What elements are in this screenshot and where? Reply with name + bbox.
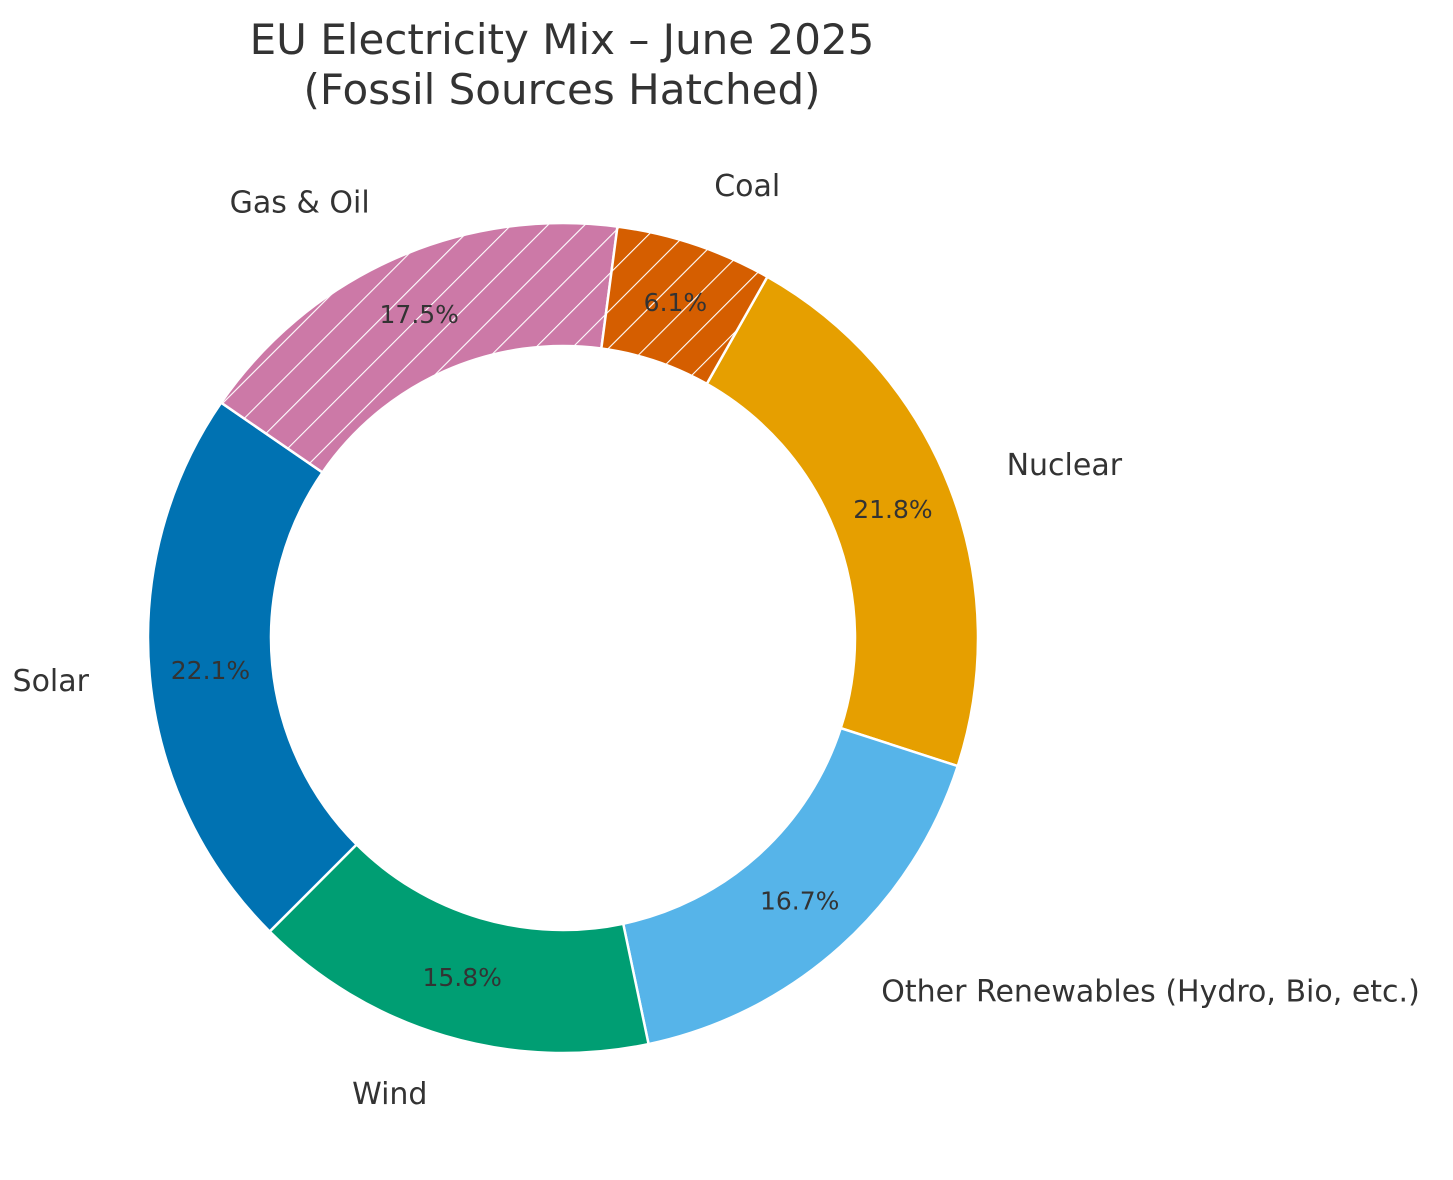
chart-title-line-2: (Fossil Sources Hatched) (303, 65, 820, 114)
slice-hatch-coal (601, 226, 768, 384)
slice-nuclear (705, 275, 980, 768)
pct-label-other-renewables-hydro-bio-etc: 16.7% (760, 887, 839, 916)
pct-label-wind: 15.8% (423, 963, 502, 992)
slice-solar (146, 400, 359, 934)
pct-label-coal: 6.1% (644, 288, 708, 317)
slices-layer (146, 221, 980, 1055)
pct-label-nuclear: 21.8% (853, 495, 932, 524)
slice-label-nuclear: Nuclear (1007, 448, 1123, 483)
pct-label-solar: 22.1% (171, 656, 250, 685)
slice-label-other-renewables-hydro-bio-etc: Other Renewables (Hydro, Bio, etc.) (881, 974, 1420, 1009)
slice-label-coal: Coal (714, 169, 780, 204)
labels-layer: 21.8% Nuclear 16.7% Other Renewables (Hydro… (13, 169, 1420, 1112)
chart-title: EU Electricity Mix – June 2025 (Fossil S… (250, 15, 875, 114)
slice-label-wind: Wind (352, 1077, 427, 1112)
slice-label-solar: Solar (13, 664, 90, 699)
chart-title-line-1: EU Electricity Mix – June 2025 (250, 15, 875, 64)
pct-label-gas-oil: 17.5% (380, 300, 459, 329)
slice-label-gas-oil: Gas & Oil (230, 186, 370, 221)
slice-hatch-gas-oil (221, 222, 618, 473)
